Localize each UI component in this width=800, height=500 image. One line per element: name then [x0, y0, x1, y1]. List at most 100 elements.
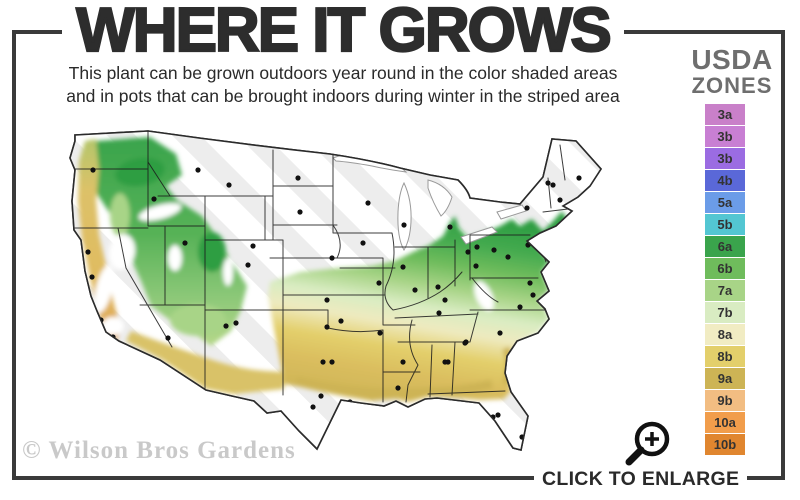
city-dot — [435, 284, 441, 290]
city-dot — [360, 240, 366, 246]
city-dot — [497, 330, 503, 336]
city-dot — [442, 297, 448, 303]
city-dot — [338, 318, 344, 324]
city-dot — [329, 359, 335, 365]
zone-accent — [115, 157, 165, 187]
header: WHERE IT GROWS — [18, 0, 668, 63]
watermark: © Wilson Bros Gardens — [22, 437, 296, 464]
white-hole — [168, 245, 182, 271]
usda-label: USDA — [691, 44, 773, 75]
city-dots — [85, 167, 582, 440]
white-hole — [94, 265, 114, 313]
state-borders — [74, 131, 569, 403]
lake-ontario — [496, 204, 527, 220]
city-dot — [545, 180, 551, 186]
zone-swatch-7a: 7a — [705, 280, 745, 301]
zone-swatch-8b: 8b — [705, 346, 745, 367]
city-dot — [318, 393, 324, 399]
city-dot — [557, 197, 563, 203]
city-dot — [89, 274, 95, 280]
city-dot — [462, 340, 468, 346]
city-dot — [310, 404, 316, 410]
city-dot — [465, 249, 471, 255]
city-dot — [436, 310, 442, 316]
city-dot — [491, 247, 497, 253]
city-dot — [505, 254, 511, 260]
city-dot — [297, 209, 303, 215]
city-dot — [226, 182, 232, 188]
city-dot — [495, 412, 501, 418]
city-dot — [576, 175, 582, 181]
city-dot — [329, 255, 335, 261]
zone-swatch-3a: 3a — [705, 104, 745, 125]
city-dot — [250, 243, 256, 249]
zone-swatch-10a: 10a — [705, 412, 745, 433]
zone-swatch-10b: 10b — [705, 434, 745, 455]
city-dot — [165, 335, 171, 341]
city-dot — [400, 264, 406, 270]
city-dot — [245, 262, 251, 268]
city-dot — [195, 167, 201, 173]
city-dot — [324, 297, 330, 303]
city-dot — [527, 280, 533, 286]
zone-swatch-5a: 5a — [705, 192, 745, 213]
page-title: WHERE IT GROWS — [62, 0, 624, 63]
city-dot — [320, 359, 326, 365]
city-dot — [442, 359, 448, 365]
zone-swatch-8a: 8a — [705, 324, 745, 345]
subtitle-line-1: This plant can be grown outdoors year ro… — [68, 63, 618, 83]
zone-swatch-7b: 7b — [705, 302, 745, 323]
city-dot — [377, 330, 383, 336]
city-dot — [400, 359, 406, 365]
city-dot — [412, 287, 418, 293]
zone-swatch-6a: 6a — [705, 236, 745, 257]
zone-band-east — [268, 211, 567, 402]
usda-zones-heading: USDA ZONES — [684, 46, 780, 98]
white-hole — [474, 281, 494, 311]
zone-swatch-4b: 4b — [705, 170, 745, 191]
city-dot — [395, 385, 401, 391]
city-dot — [233, 320, 239, 326]
city-dot — [517, 304, 523, 310]
white-hole — [138, 203, 182, 221]
zone-swatch-3b: 3b — [705, 148, 745, 169]
city-dot — [550, 182, 556, 188]
lake-huron — [427, 179, 453, 217]
lake-michigan — [397, 181, 412, 251]
zone-blob-northwest — [89, 137, 247, 346]
zone-swatch-6b: 6b — [705, 258, 745, 279]
zone-accent — [110, 193, 130, 237]
us-zone-map[interactable] — [12, 108, 680, 480]
zones-label: ZONES — [691, 73, 773, 98]
zone-accent — [170, 304, 226, 336]
zone-swatch-5b: 5b — [705, 214, 745, 235]
city-dot — [151, 196, 157, 202]
zone-accent — [198, 232, 226, 272]
zone-swatch-3b: 3b — [705, 126, 745, 147]
zone-scale: 3a 3b 3b 4b 5a 5b 6a 6b 7a 7b 8a 8b 9a 9b 10a 10b — [705, 104, 745, 456]
city-dot — [473, 263, 479, 269]
magnifier-icon[interactable] — [612, 415, 682, 470]
zone-swatch-9b: 9b — [705, 390, 745, 411]
city-dot — [85, 249, 91, 255]
city-dot — [182, 240, 188, 246]
white-hole — [108, 234, 136, 270]
white-hole — [102, 317, 124, 335]
zone-gulf-fringe — [294, 376, 494, 398]
city-dot — [524, 205, 530, 211]
white-hole — [223, 258, 233, 286]
city-dot — [295, 175, 301, 181]
city-dot — [324, 324, 330, 330]
zone-swatch-9a: 9a — [705, 368, 745, 389]
city-dot — [530, 292, 536, 298]
city-dot — [401, 222, 407, 228]
city-dot — [447, 224, 453, 230]
city-dot — [223, 323, 229, 329]
click-to-enlarge[interactable]: CLICK TO ENLARGE — [534, 468, 748, 491]
city-dot — [376, 280, 382, 286]
city-dot — [90, 167, 96, 173]
city-dot — [474, 244, 480, 250]
us-outline-stroke — [69, 130, 603, 451]
city-dot — [365, 200, 371, 206]
